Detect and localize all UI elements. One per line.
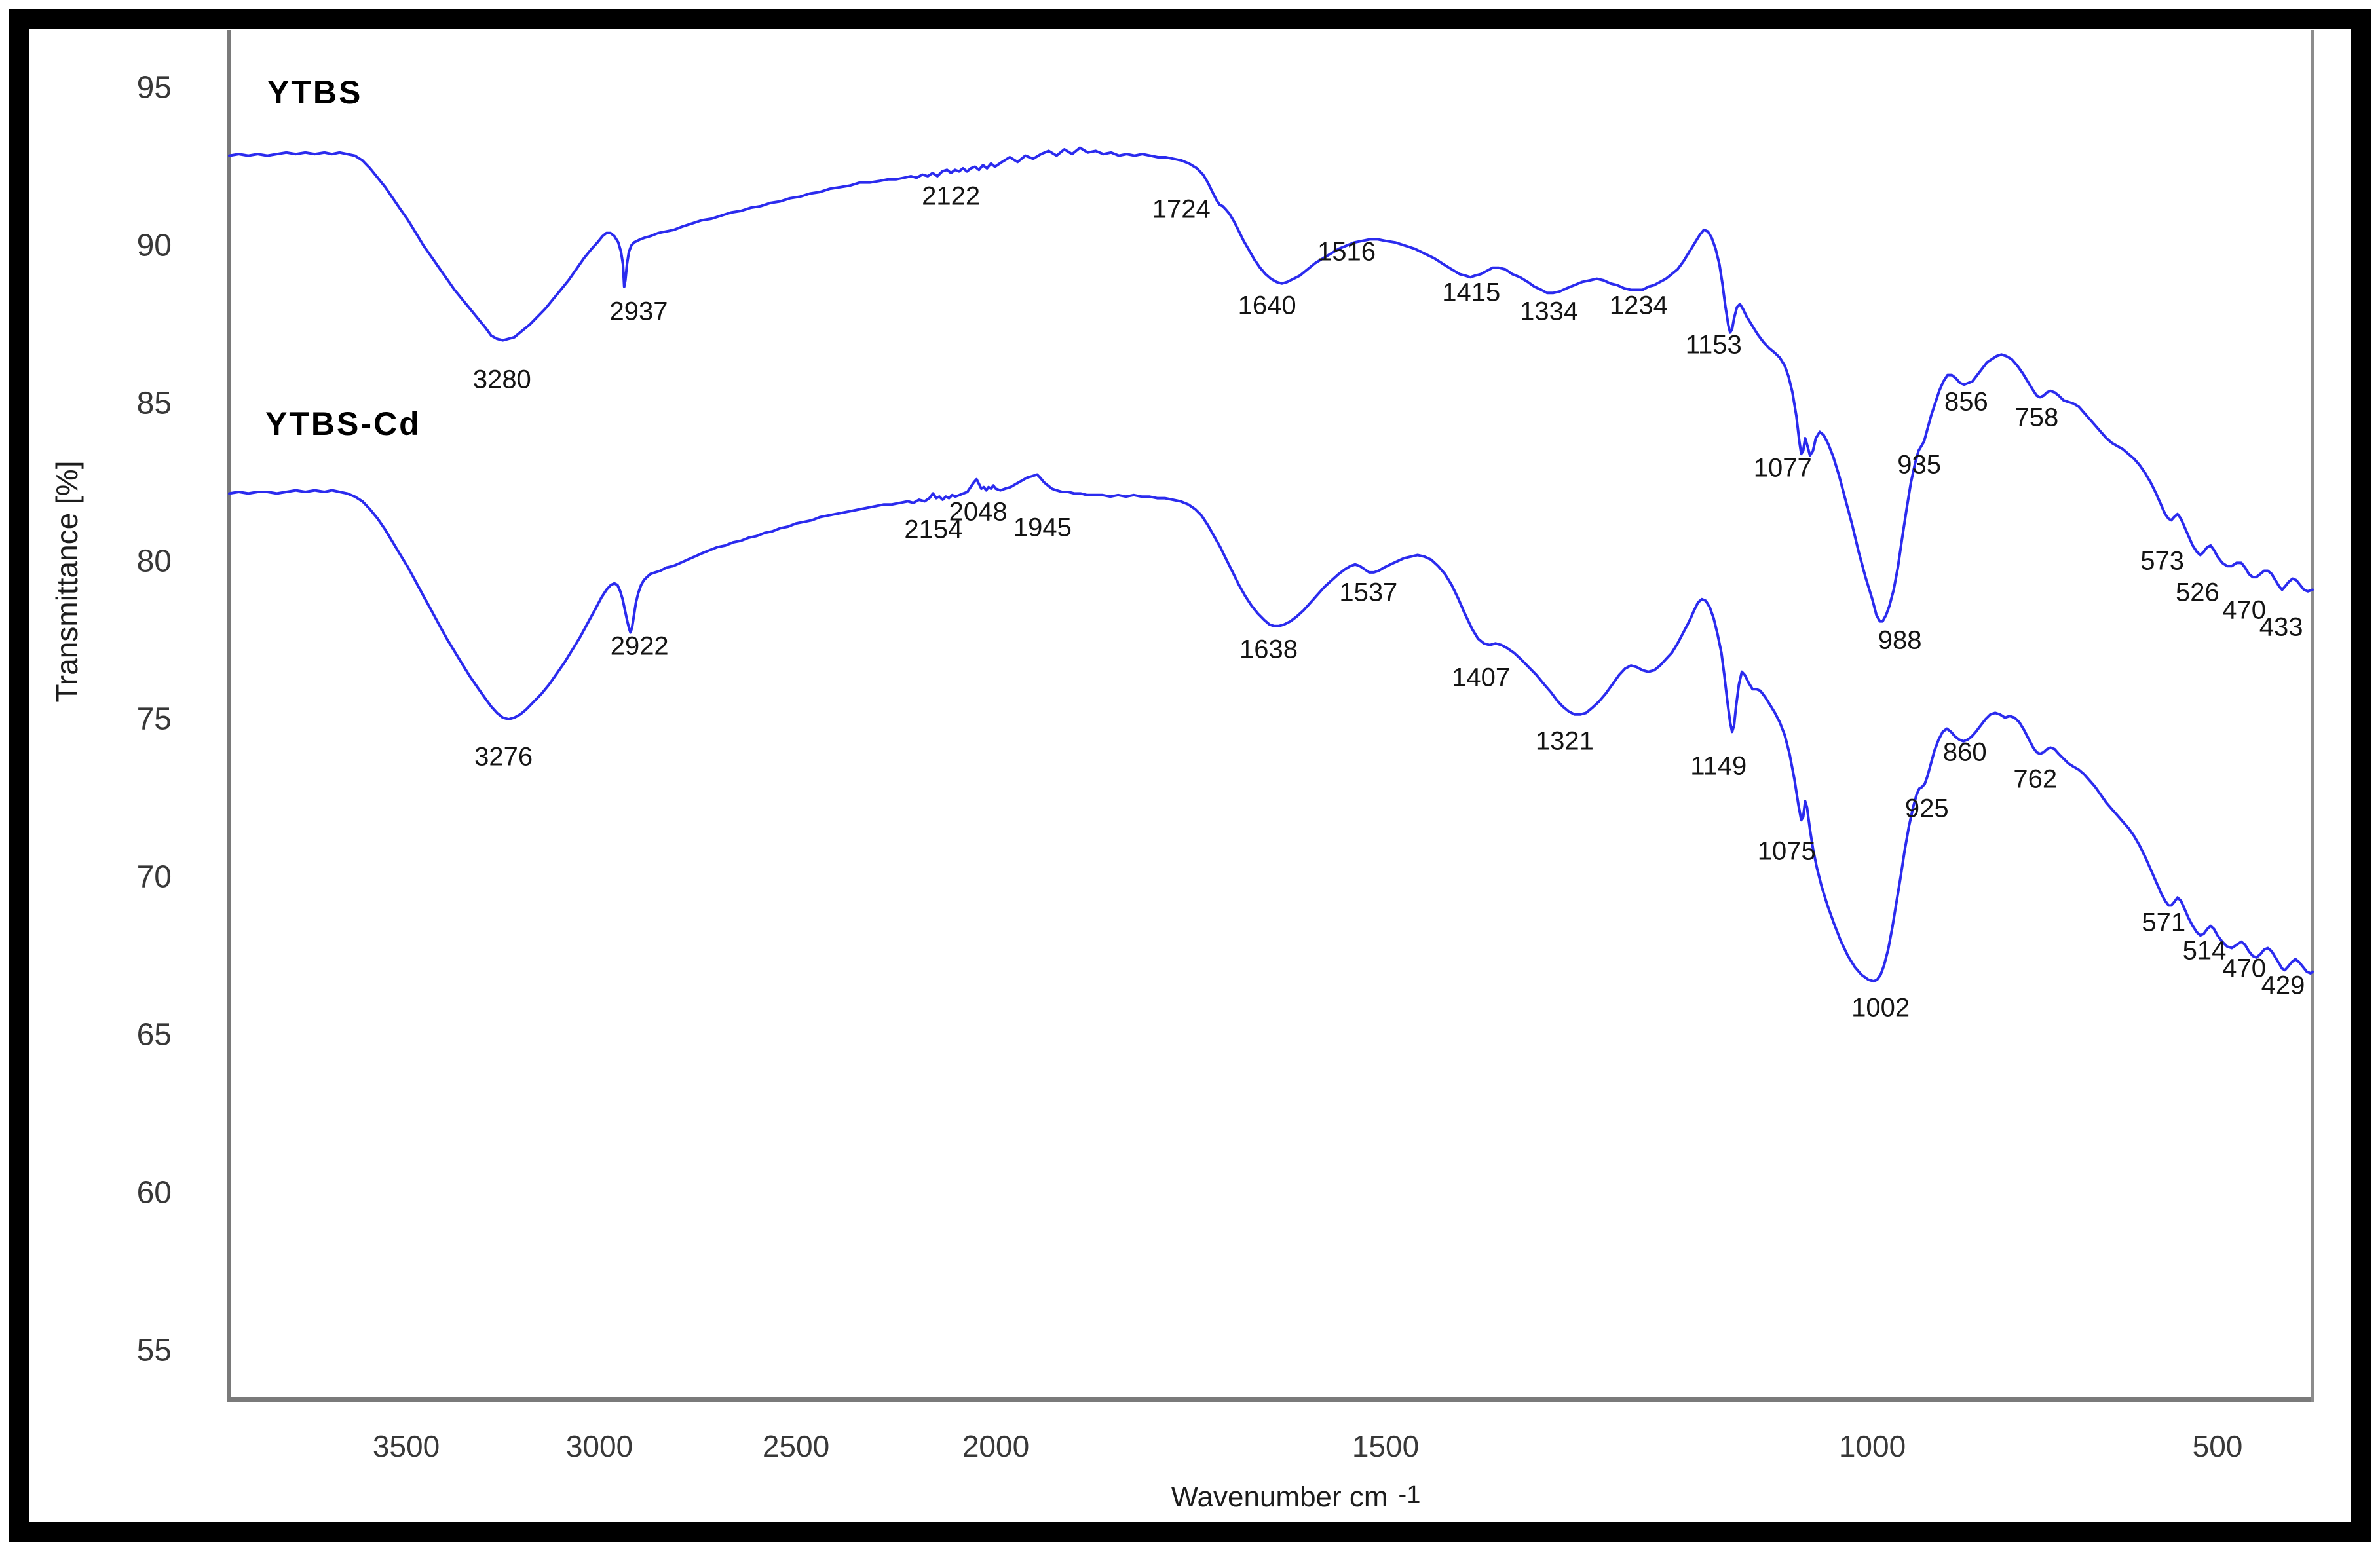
y-tick-label: 95 — [136, 70, 172, 105]
peak-label: 2922 — [610, 631, 669, 661]
x-tick-label: 1500 — [1351, 1429, 1420, 1463]
peak-label: 470 — [2222, 954, 2266, 983]
peak-label: 860 — [1942, 738, 1987, 767]
peak-label: 2122 — [922, 181, 981, 211]
peak-label: 470 — [2222, 595, 2266, 625]
y-tick-label: 75 — [136, 701, 172, 737]
y-axis-line — [227, 30, 231, 1402]
spectrum-curve-ytbs-cd — [228, 473, 2314, 983]
y-tick-label: 85 — [136, 386, 172, 421]
y-tick-label: 65 — [136, 1017, 172, 1053]
peak-label: 2937 — [609, 297, 668, 326]
peak-label: 2154 — [904, 515, 963, 544]
x-tick-label: 500 — [2192, 1429, 2243, 1463]
plot-area — [231, 30, 2311, 1397]
series-label-ytbs-cd: YTBS-Cd — [265, 405, 421, 442]
peak-label: 1075 — [1757, 836, 1816, 866]
y-tick-label: 90 — [136, 228, 172, 263]
peak-label: 514 — [2182, 936, 2227, 965]
x-axis-title-text: Wavenumber cm — [1171, 1481, 1388, 1513]
x-tick-label: 3000 — [565, 1429, 633, 1463]
peak-label: 1077 — [1753, 453, 1812, 483]
x-tick-label: 2000 — [962, 1429, 1030, 1463]
peak-label: 526 — [2176, 578, 2219, 607]
peak-label: 758 — [2014, 403, 2059, 432]
peak-label: 1638 — [1239, 635, 1298, 664]
peak-label: 1407 — [1452, 663, 1511, 692]
peak-label: 988 — [1878, 626, 1922, 654]
peak-label: 1537 — [1339, 578, 1398, 607]
x-axis-title: Wavenumber cm -1 — [1171, 1481, 1421, 1514]
peak-label: 571 — [2142, 908, 2186, 937]
peak-label: 1516 — [1317, 237, 1376, 267]
y-tick-label: 70 — [136, 859, 172, 895]
peak-label: 1153 — [1685, 330, 1742, 360]
spectrum-curve-ytbs — [228, 146, 2314, 623]
x-axis-title-exponent: -1 — [1398, 1481, 1421, 1508]
peak-label: 1234 — [1609, 291, 1668, 320]
x-axis-line — [227, 1397, 2314, 1402]
peak-label: 1334 — [1520, 297, 1579, 326]
y-tick-label: 80 — [136, 544, 172, 579]
peak-label: 1415 — [1442, 278, 1501, 307]
figure-border — [9, 9, 2371, 1542]
y-tick-label: 55 — [136, 1333, 172, 1368]
y-axis-title: Transmittance [%] — [50, 460, 84, 703]
series-label-ytbs: YTBS — [267, 74, 363, 111]
peak-label: 429 — [2261, 971, 2305, 1000]
peak-label: 856 — [1944, 387, 1988, 417]
peak-label: 1149 — [1690, 751, 1747, 781]
plot-right-border — [2311, 30, 2314, 1402]
peak-label: 2048 — [949, 497, 1008, 527]
peak-label: 1321 — [1535, 726, 1594, 756]
peak-label: 1724 — [1152, 195, 1211, 224]
x-tick-label: 1000 — [1838, 1429, 1906, 1463]
peak-label: 925 — [1904, 794, 1949, 823]
peak-label: 762 — [2013, 764, 2058, 794]
peak-label: 3280 — [472, 365, 531, 394]
x-tick-label: 3500 — [372, 1429, 440, 1463]
peak-label: 3276 — [474, 742, 533, 772]
peak-label: 573 — [2140, 546, 2185, 576]
x-tick-label: 2500 — [762, 1429, 830, 1463]
peak-label: 935 — [1897, 450, 1942, 479]
peak-label: 433 — [2259, 612, 2303, 642]
peak-label: 1640 — [1237, 291, 1296, 320]
y-tick-label: 60 — [136, 1175, 172, 1210]
peak-label: 1945 — [1013, 513, 1072, 542]
peak-label: 1002 — [1851, 993, 1910, 1022]
